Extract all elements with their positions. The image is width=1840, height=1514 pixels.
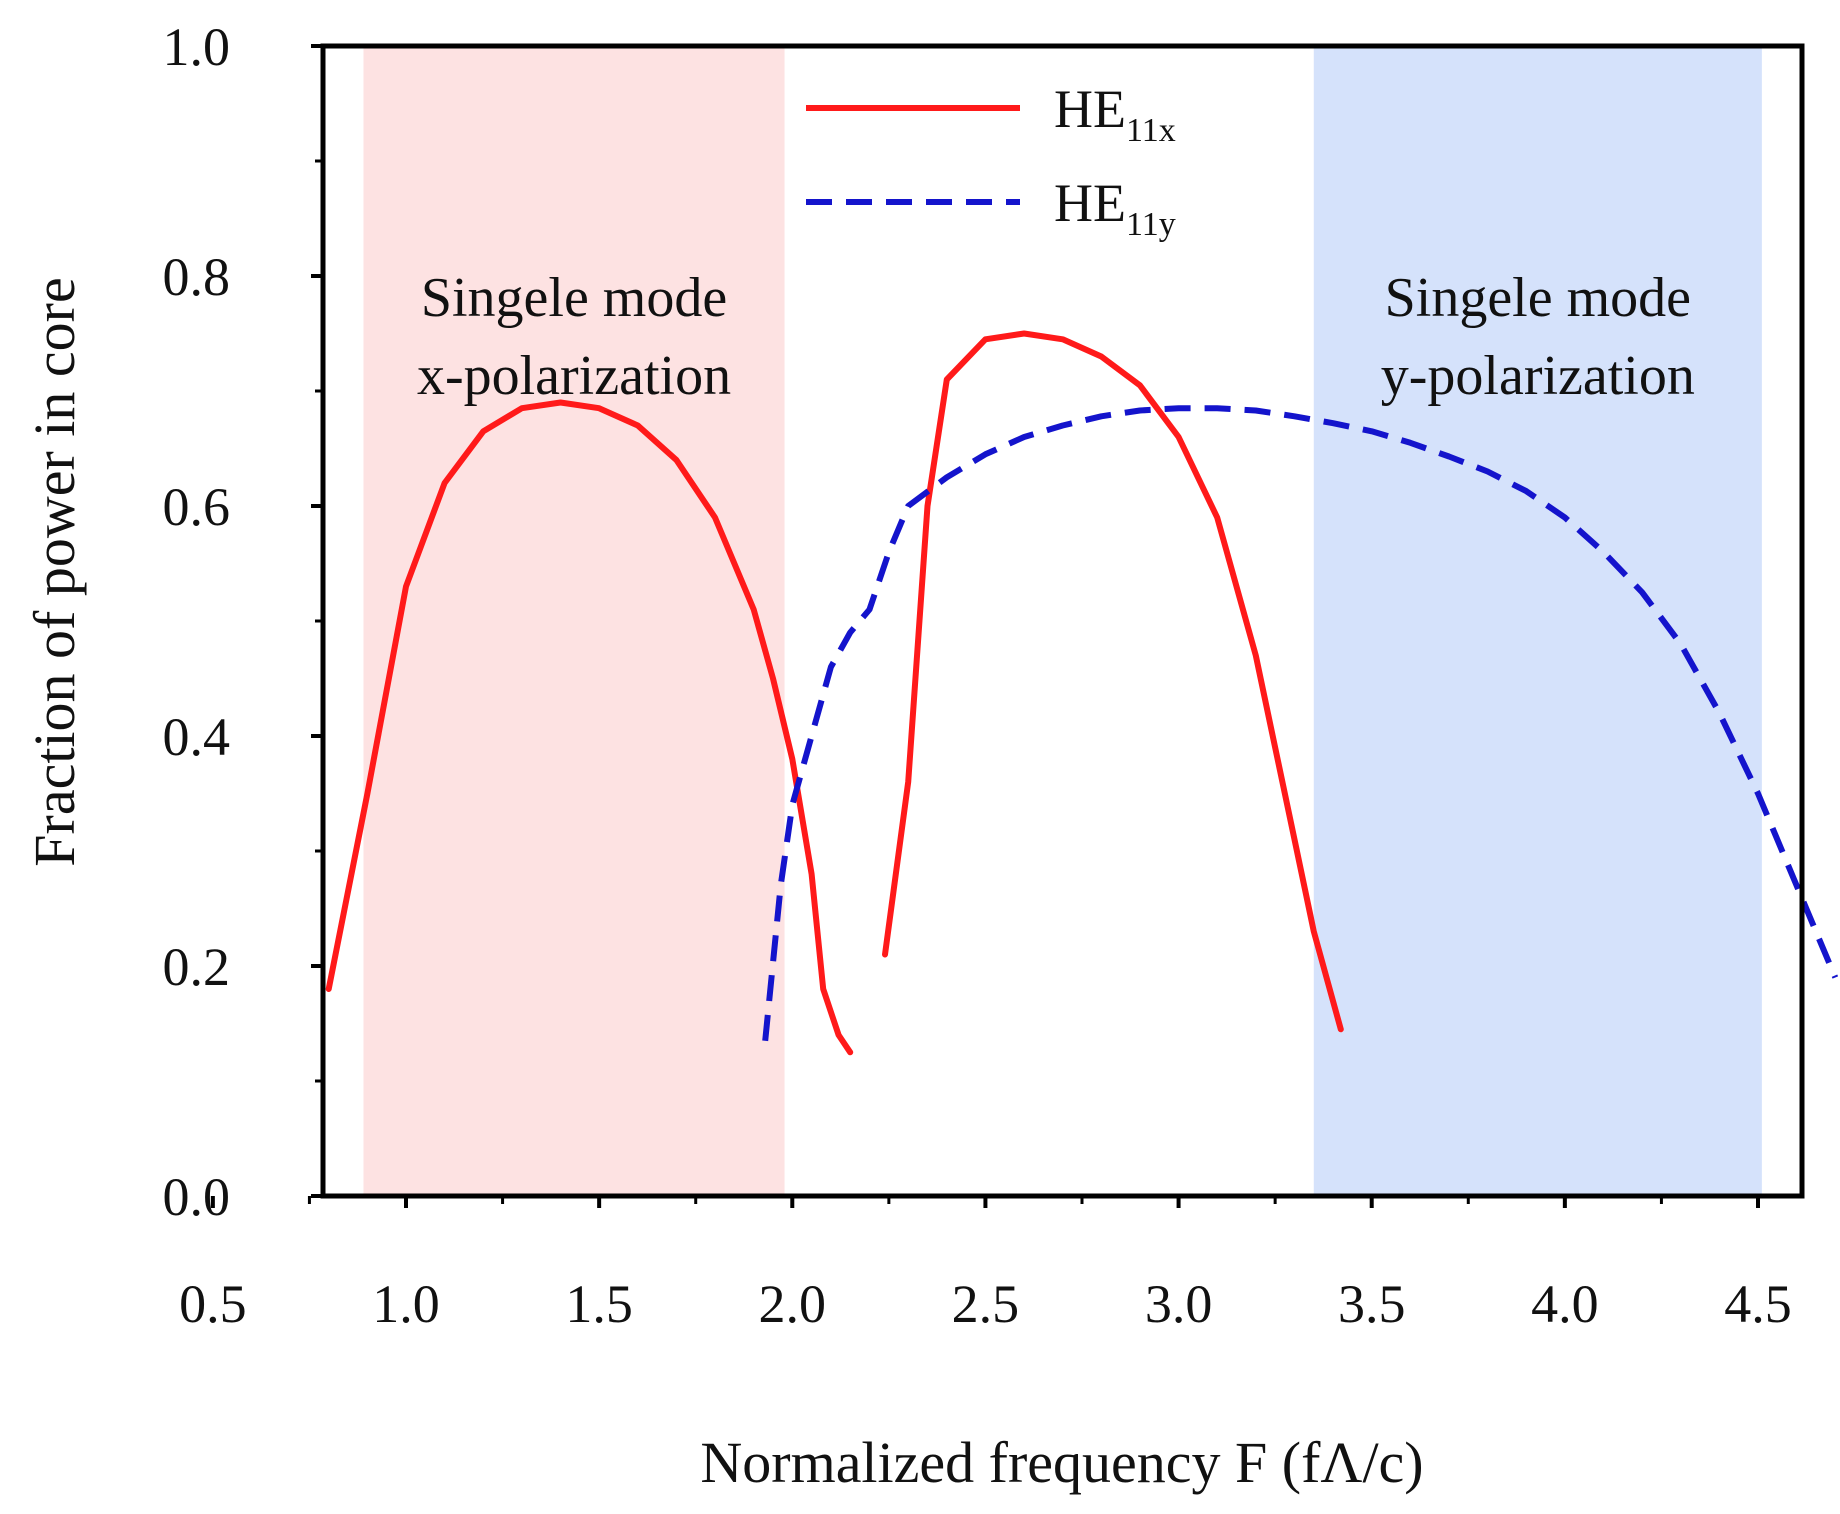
y-tick-label: 0.6: [163, 477, 231, 537]
y-tick-label: 0.2: [163, 937, 231, 997]
x-tick-label: 0.5: [179, 1274, 247, 1334]
x-tick-label: 4.0: [1531, 1274, 1599, 1334]
region-labels: Singele mode x-polarization Singele mode y-…: [417, 267, 1695, 407]
legend-label-HE11y: HE11y: [1054, 173, 1176, 243]
legend: HE11x HE11y: [806, 79, 1176, 243]
x-tick-label: 3.5: [1338, 1274, 1406, 1334]
region-band-1: [363, 46, 785, 1196]
axis-ticks: 0.51.01.52.02.53.03.54.04.55.00.00.20.40…: [163, 17, 1792, 1334]
x-tick-label: 1.5: [565, 1274, 633, 1334]
x-axis-title: Normalized frequency F (fΛ/c): [700, 1430, 1423, 1495]
y-tick-label: 0.8: [163, 247, 231, 307]
region-label-line1: Singele mode: [1385, 267, 1691, 329]
y-tick-label: 0.0: [163, 1167, 231, 1227]
x-tick-label: 4.5: [1724, 1274, 1792, 1334]
series-line-HE11x-segment-2: [882, 330, 1344, 1033]
region-label-line1: Singele mode: [421, 267, 727, 329]
series-line-HE11x-segment-1: [325, 399, 854, 1056]
series-line-HE11y-segment-1: [762, 405, 1839, 1042]
y-tick-label: 0.4: [163, 707, 231, 767]
legend-label-HE11x: HE11x: [1054, 79, 1176, 149]
y-axis-title: Fraction of power in core: [22, 277, 87, 866]
x-tick-label: 2.0: [759, 1274, 827, 1334]
x-tick-label: 3.0: [1145, 1274, 1213, 1334]
shaded-regions: [363, 46, 1762, 1196]
region-band-2: [1313, 46, 1762, 1196]
y-tick-label: 1.0: [163, 17, 231, 77]
legend-subscript: 11x: [1126, 112, 1176, 149]
region-label-line2: x-polarization: [417, 345, 731, 407]
x-tick-label: 1.0: [372, 1274, 440, 1334]
x-tick-label: 2.5: [952, 1274, 1020, 1334]
region-label-line2: y-polarization: [1381, 345, 1695, 407]
legend-subscript: 11y: [1126, 206, 1176, 243]
series-lines: [325, 330, 1839, 1056]
